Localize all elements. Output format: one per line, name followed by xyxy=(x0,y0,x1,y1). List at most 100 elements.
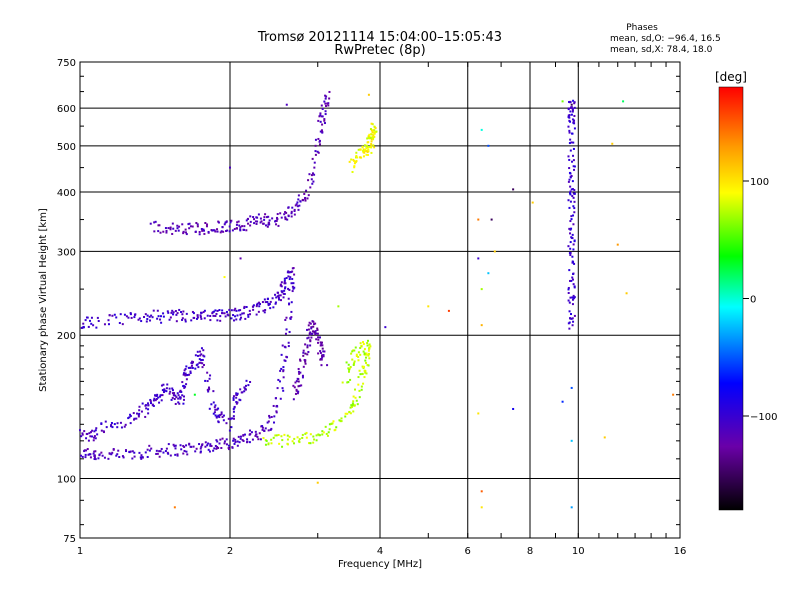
data-point xyxy=(301,198,304,201)
data-point xyxy=(292,398,295,401)
data-point xyxy=(209,374,212,377)
data-point xyxy=(282,370,285,373)
data-point xyxy=(335,426,338,429)
data-point xyxy=(261,428,264,431)
data-point xyxy=(172,394,175,397)
data-point xyxy=(93,450,96,453)
data-point xyxy=(162,383,165,386)
data-point xyxy=(235,223,238,226)
data-point xyxy=(313,161,316,164)
data-point xyxy=(266,421,269,424)
data-point xyxy=(318,143,321,146)
data-point xyxy=(323,350,326,353)
x-tick-label: 4 xyxy=(377,546,383,557)
data-point xyxy=(366,145,369,148)
data-point xyxy=(251,438,254,441)
data-point xyxy=(198,230,201,233)
data-point xyxy=(175,313,178,316)
data-point xyxy=(214,314,217,317)
data-point xyxy=(181,223,184,226)
data-point xyxy=(268,303,271,306)
data-point xyxy=(221,416,224,419)
data-point xyxy=(110,424,113,427)
data-point xyxy=(242,434,245,437)
data-point xyxy=(133,455,136,458)
data-point xyxy=(226,313,229,316)
data-point xyxy=(333,429,336,432)
data-point xyxy=(349,378,352,381)
data-point xyxy=(299,371,302,374)
x-tick-label: 8 xyxy=(527,546,533,557)
data-point xyxy=(170,398,173,401)
data-point xyxy=(236,221,239,224)
data-point xyxy=(204,379,207,382)
data-point xyxy=(177,397,180,400)
data-point xyxy=(213,411,216,414)
data-point xyxy=(240,316,243,319)
data-point xyxy=(274,434,277,437)
data-point xyxy=(178,225,181,228)
data-point xyxy=(145,407,148,410)
data-point xyxy=(93,454,96,457)
data-point xyxy=(246,440,249,443)
data-point xyxy=(570,227,573,230)
data-point xyxy=(234,315,237,318)
data-point xyxy=(243,305,246,308)
data-point xyxy=(319,341,322,344)
data-point xyxy=(570,317,573,320)
data-point xyxy=(263,298,266,301)
data-point xyxy=(355,160,358,163)
data-point xyxy=(172,313,175,316)
data-point xyxy=(185,383,188,386)
data-point xyxy=(355,353,358,356)
data-point xyxy=(248,441,251,444)
data-point xyxy=(351,358,354,361)
data-point xyxy=(276,213,279,216)
data-point xyxy=(317,352,320,355)
data-point xyxy=(87,439,90,442)
data-point xyxy=(172,227,175,230)
data-point xyxy=(353,166,356,169)
data-point xyxy=(309,186,312,189)
data-point xyxy=(257,213,260,216)
data-point xyxy=(280,435,283,438)
data-point xyxy=(370,122,373,125)
data-point xyxy=(570,188,573,191)
data-point xyxy=(573,296,576,299)
data-point xyxy=(357,351,360,354)
data-point xyxy=(323,118,326,121)
data-point xyxy=(259,217,262,220)
data-point xyxy=(302,365,305,368)
data-point xyxy=(206,444,209,447)
data-point xyxy=(157,396,160,399)
data-point xyxy=(357,383,360,386)
data-point xyxy=(227,417,230,420)
data-point xyxy=(267,302,270,305)
data-point xyxy=(569,191,572,194)
data-point xyxy=(214,404,217,407)
data-point xyxy=(572,214,575,217)
data-point xyxy=(119,313,122,316)
data-point xyxy=(216,230,219,233)
data-point xyxy=(319,114,322,117)
data-point xyxy=(298,384,301,387)
data-point xyxy=(363,376,366,379)
data-point xyxy=(277,433,280,436)
data-point xyxy=(569,296,572,299)
data-point xyxy=(280,285,283,288)
data-point xyxy=(308,442,311,445)
data-point xyxy=(325,104,328,107)
data-point xyxy=(214,444,217,447)
data-point xyxy=(573,211,576,214)
data-point xyxy=(571,278,574,281)
data-point xyxy=(189,370,192,373)
data-point xyxy=(169,390,172,393)
data-point xyxy=(309,344,312,347)
data-point xyxy=(212,412,215,415)
data-point xyxy=(568,301,571,304)
data-point xyxy=(121,323,124,326)
data-point xyxy=(359,373,362,376)
data-point xyxy=(124,449,127,452)
data-point xyxy=(202,229,205,232)
data-point xyxy=(568,269,571,272)
